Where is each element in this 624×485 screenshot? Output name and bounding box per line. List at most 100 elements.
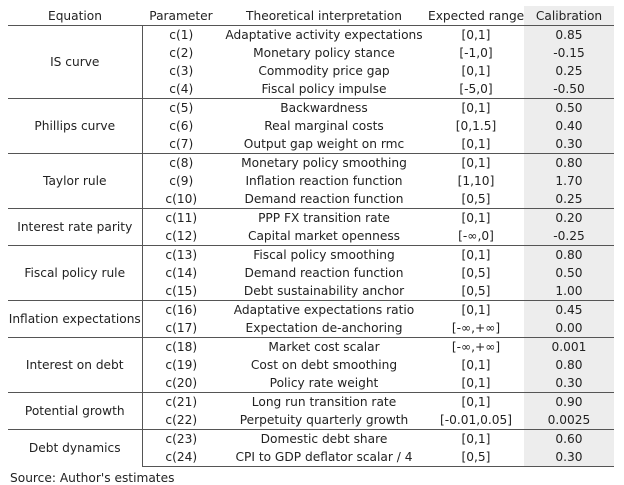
equation-cell: Interest on debt: [8, 337, 143, 393]
parameter-cell: c(11): [142, 208, 220, 227]
expected-range-cell: [0,1]: [428, 429, 524, 448]
equation-cell: Potential growth: [8, 392, 143, 430]
calibration-cell: 0.80: [524, 153, 614, 172]
table-row: Fiscal policy rule c(13) Fiscal policy smo…: [8, 245, 614, 301]
header-calibration: Calibration: [524, 6, 614, 26]
interpretation-cell: Monetary policy smoothing: [220, 153, 428, 172]
expected-range-cell: [-∞,+∞]: [451, 321, 501, 335]
parameter-cell: c(14): [165, 266, 198, 280]
table-row: c(19) Cost on debt smoothing [0,1] 0.80: [8, 356, 614, 374]
interpretation-cell: Commodity price gap: [258, 64, 390, 78]
calibration-cell: 0.80: [524, 356, 614, 374]
parameter-cell: c(2): [169, 46, 194, 60]
interpretation-cell: Fiscal policy smoothing: [220, 245, 428, 264]
interpretation-cell: Domestic debt share: [220, 429, 428, 448]
table-row: c(3) Commodity price gap [0,1] 0.25: [8, 62, 614, 80]
table-row: c(20) Policy rate weight [0,1] 0.30: [8, 374, 614, 393]
interpretation-cell: Fiscal policy impulse: [261, 82, 387, 96]
expected-range-cell: [0,1]: [461, 64, 491, 78]
interpretation-cell: Expectation de-anchoring: [245, 321, 403, 335]
calibration-cell: 0.50: [524, 264, 614, 282]
expected-range-cell: [0,1]: [461, 358, 491, 372]
table-row: Interest rate parity c(11) PPP FX transiti…: [8, 208, 614, 246]
calibration-cell: 0.25: [524, 190, 614, 209]
equation-cell: Interest rate parity: [8, 208, 143, 246]
interpretation-cell: Output gap weight on rmc: [243, 137, 405, 151]
calibration-cell: 0.20: [524, 208, 614, 227]
calibration-table: Equation Parameter Theoretical interpret…: [8, 6, 614, 467]
interpretation-cell: Demand reaction function: [244, 192, 404, 206]
expected-range-cell: [1,10]: [457, 174, 495, 188]
parameter-cell: c(8): [142, 153, 220, 172]
interpretation-cell: Inflation reaction function: [245, 174, 403, 188]
table-row: Debt dynamics c(23) Domestic debt share [0,…: [8, 429, 614, 467]
interpretation-cell: CPI to GDP deflator scalar / 4: [220, 448, 428, 467]
interpretation-cell: Demand reaction function: [244, 266, 404, 280]
parameter-cell: c(1): [142, 25, 220, 44]
calibration-cell: 0.85: [524, 25, 614, 44]
equation-cell: IS curve: [8, 25, 143, 99]
expected-range-cell: [0,1]: [428, 208, 524, 227]
calibration-cell: 0.40: [524, 117, 614, 135]
expected-range-cell: [0,5]: [461, 266, 491, 280]
calibration-cell: 0.60: [524, 429, 614, 448]
interpretation-cell: PPP FX transition rate: [220, 208, 428, 227]
interpretation-cell: Backwardness: [220, 98, 428, 117]
table-row: Potential growth c(21) Long run transition…: [8, 392, 614, 430]
table-row: c(14) Demand reaction function [0,5] 0.50: [8, 264, 614, 282]
interpretation-cell: Debt sustainability anchor: [243, 284, 405, 298]
parameter-cell: c(6): [169, 119, 194, 133]
expected-range-cell: [0,5]: [461, 192, 491, 206]
parameter-cell: c(9): [169, 174, 194, 188]
expected-range-cell: [0,1]: [428, 392, 524, 411]
equation-cell: Phillips curve: [8, 98, 143, 154]
table-body: IS curve c(1) Adaptative activity expectat…: [8, 25, 614, 467]
calibration-cell: 0.30: [524, 374, 614, 393]
interpretation-cell: Real marginal costs: [264, 119, 384, 133]
parameter-cell: c(12): [165, 229, 198, 243]
calibration-cell: 0.30: [524, 448, 614, 467]
table-row: Inflation expectations c(16) Adaptative ex…: [8, 300, 614, 338]
expected-range-cell: [0,1]: [428, 153, 524, 172]
table-row: c(12) Capital market openness [-∞,0] -0.25: [8, 227, 614, 246]
interpretation-cell: Adaptative activity expectations: [220, 25, 428, 44]
parameter-cell: c(20): [165, 376, 198, 390]
header-interpretation: Theoretical interpretation: [220, 6, 428, 26]
source-note: Source: Author's estimates: [10, 471, 175, 485]
table-row: c(24) CPI to GDP deflator scalar / 4 [0,5]…: [8, 448, 614, 467]
parameter-cell: c(24): [142, 448, 220, 467]
parameter-cell: c(15): [165, 284, 198, 298]
expected-range-cell: [0,5]: [461, 284, 491, 298]
table-row: Interest on debt c(18) Market cost scalar[…: [8, 337, 614, 393]
parameter-cell: c(7): [169, 137, 194, 151]
header-expected-range: Expected range: [428, 6, 524, 26]
header-parameter: Parameter: [142, 6, 220, 26]
calibration-cell: -0.50: [524, 80, 614, 99]
parameter-cell: c(3): [169, 64, 194, 78]
expected-range-cell: [-1,0]: [459, 46, 493, 60]
table-row: c(17) Expectation de-anchoring [-∞,+∞] 0.00: [8, 319, 614, 338]
interpretation-cell: Long run transition rate: [220, 392, 428, 411]
table-row: c(7) Output gap weight on rmc [0,1] 0.30: [8, 135, 614, 154]
calibration-cell: 0.90: [524, 392, 614, 411]
parameter-cell: c(19): [165, 358, 198, 372]
parameter-cell: c(21): [142, 392, 220, 411]
parameter-cell: c(13): [142, 245, 220, 264]
parameter-cell: c(17): [165, 321, 198, 335]
parameter-cell: c(10): [165, 192, 198, 206]
expected-range-cell: [-5,0]: [459, 82, 493, 96]
calibration-cell: 0.25: [524, 62, 614, 80]
header-equation: Equation: [8, 6, 142, 26]
calibration-cell: 0.30: [524, 135, 614, 154]
calibration-cell: -0.15: [524, 44, 614, 62]
table-row: c(9) Inflation reaction function [1,10] 1.7…: [8, 172, 614, 190]
table-row: c(4) Fiscal policy impulse [-5,0] -0.50: [8, 80, 614, 99]
calibration-cell: 0.0025: [524, 411, 614, 430]
calibration-cell: 1.00: [524, 282, 614, 301]
calibration-cell: -0.25: [524, 227, 614, 246]
table-row: c(15) Debt sustainability anchor [0,5] 1.00: [8, 282, 614, 301]
table-row: c(2) Monetary policy stance [-1,0] -0.15: [8, 44, 614, 62]
calibration-cell: 0.45: [524, 300, 614, 319]
parameter-cell: c(5): [142, 98, 220, 117]
expected-range-cell: [0,1]: [428, 245, 524, 264]
